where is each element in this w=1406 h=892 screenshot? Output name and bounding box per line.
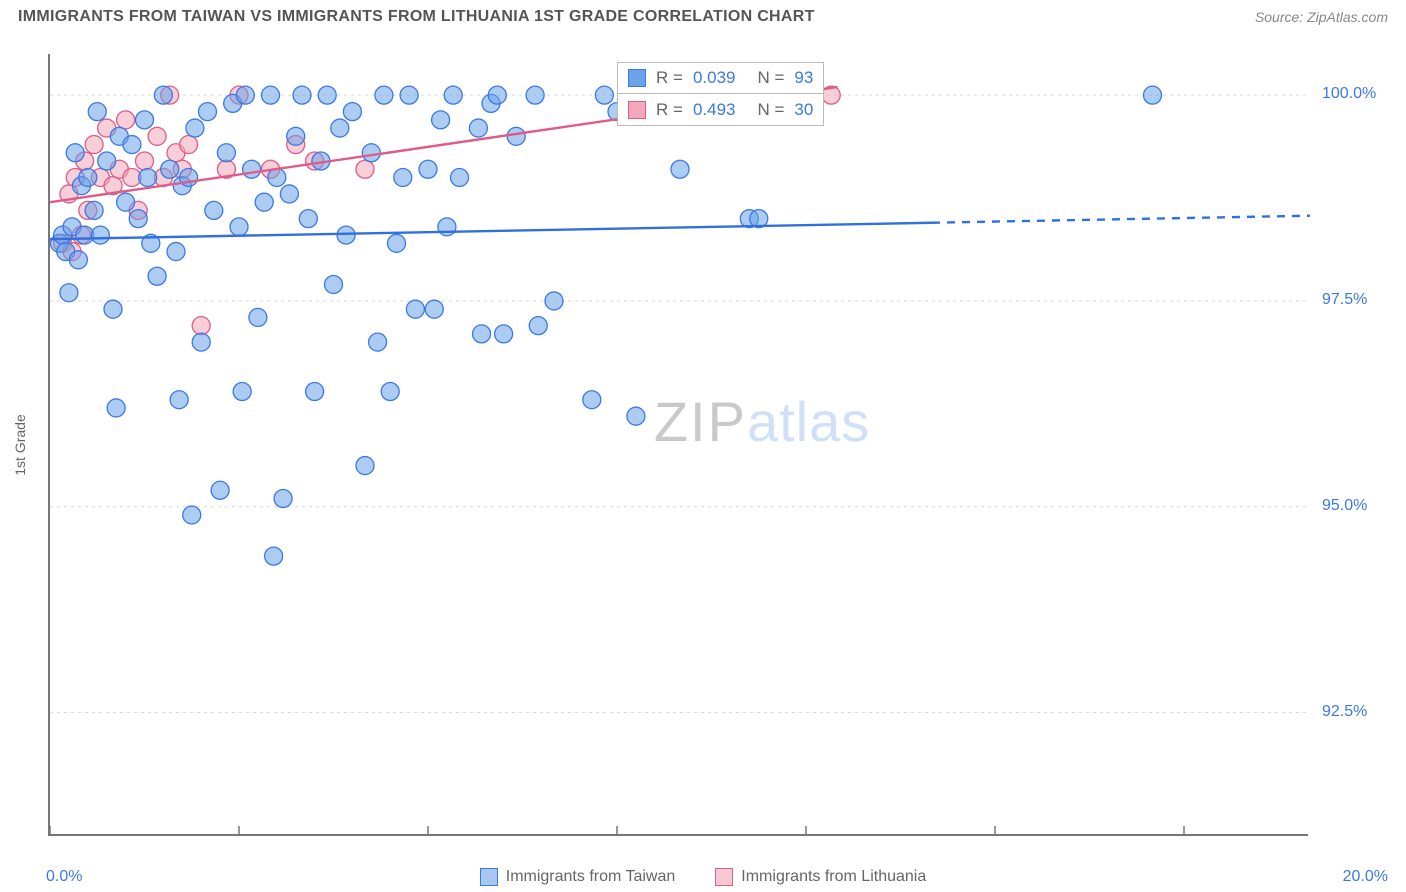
y-tick-label: 92.5%: [1322, 703, 1367, 721]
source-label: Source: ZipAtlas.com: [1255, 9, 1388, 25]
y-tick-label: 95.0%: [1322, 497, 1367, 515]
stats-row: R =0.039N =93: [617, 62, 824, 94]
plot-area: ZIPatlas R =0.039N =93R =0.493N =30: [48, 54, 1308, 836]
bottom-legend: Immigrants from Taiwan Immigrants from L…: [0, 868, 1406, 886]
chart-container: 1st Grade ZIPatlas R =0.039N =93R =0.493…: [48, 54, 1388, 836]
plot-svg: [50, 54, 1310, 836]
stats-swatch: [628, 69, 646, 87]
stats-swatch: [628, 101, 646, 119]
legend-swatch-taiwan: [480, 868, 498, 886]
legend-item-lithuania: Immigrants from Lithuania: [715, 868, 926, 886]
y-tick-label: 97.5%: [1322, 291, 1367, 309]
legend-item-taiwan: Immigrants from Taiwan: [480, 868, 676, 886]
chart-header: IMMIGRANTS FROM TAIWAN VS IMMIGRANTS FRO…: [0, 0, 1406, 30]
y-tick-label: 100.0%: [1322, 85, 1376, 103]
legend-swatch-lithuania: [715, 868, 733, 886]
chart-title: IMMIGRANTS FROM TAIWAN VS IMMIGRANTS FRO…: [18, 8, 815, 26]
stats-row: R =0.493N =30: [617, 94, 824, 126]
stats-legend-box: R =0.039N =93R =0.493N =30: [617, 62, 824, 126]
y-axis-label: 1st Grade: [12, 414, 28, 475]
legend-label-taiwan: Immigrants from Taiwan: [506, 868, 676, 886]
legend-label-lithuania: Immigrants from Lithuania: [741, 868, 926, 886]
